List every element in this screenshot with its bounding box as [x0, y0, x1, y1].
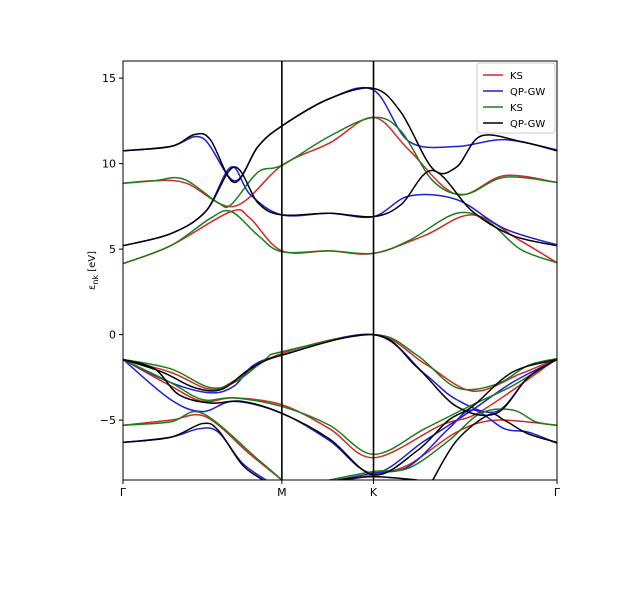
- x-tick-label: Γ: [120, 486, 127, 499]
- x-tick-label: M: [277, 486, 287, 499]
- series-4-band-3: [123, 333, 557, 417]
- legend-entry: KS: [483, 71, 523, 82]
- legend-entry: QP-GW: [483, 119, 545, 130]
- legend-entry: QP-GW: [483, 87, 545, 98]
- series-1-band-4: [123, 357, 557, 459]
- series-3-band-3: [123, 333, 557, 391]
- series-1-band-6: [344, 419, 557, 480]
- x-tick-label: K: [370, 486, 378, 499]
- series-1-band-3: [123, 333, 557, 392]
- legend-box: [476, 62, 556, 134]
- series-2-band-4: [123, 358, 557, 474]
- series-1: [123, 116, 557, 480]
- plot-frame: [122, 60, 558, 481]
- series-3-band-1: [123, 116, 557, 209]
- series-1-band-2: [123, 208, 557, 265]
- legend-label: KS: [510, 103, 523, 114]
- legend-label: QP-GW: [510, 87, 545, 98]
- y-tick-label: 0: [109, 329, 116, 342]
- series-2-band-6: [336, 409, 557, 480]
- series-3-band-5: [123, 410, 283, 480]
- series-4-band-5: [123, 422, 264, 480]
- series-3-band-4: [123, 357, 557, 456]
- legend-label: KS: [510, 71, 523, 82]
- x-tick-label: Γ: [554, 486, 561, 499]
- series-4-band-7: [432, 413, 557, 480]
- series-1-band-5: [123, 413, 283, 480]
- series-2: [123, 86, 557, 480]
- legend: KS QP-GW KS QP-GW: [476, 62, 556, 134]
- series-2-band-5: [123, 427, 267, 480]
- high-symmetry-lines: [281, 61, 375, 480]
- series-layer: [123, 86, 557, 480]
- series-3-band-6: [328, 408, 557, 480]
- y-tick-label: 5: [109, 243, 116, 256]
- series-3-band-2: [123, 209, 557, 265]
- series-4: [123, 87, 557, 480]
- legend-entry: KS: [483, 103, 523, 114]
- series-4-band-1: [123, 87, 557, 184]
- series-2-band-3: [123, 333, 557, 414]
- y-tick-label: −5: [100, 414, 116, 427]
- legend-label: QP-GW: [510, 119, 545, 130]
- y-axis-ticks: −5 0 5 10 15: [100, 72, 123, 427]
- y-tick-label: 15: [102, 72, 116, 85]
- y-tick-label: 10: [102, 158, 116, 171]
- series-3: [123, 116, 557, 480]
- series-4-band-4: [123, 358, 557, 476]
- series-4-band-2: [123, 166, 557, 247]
- y-axis-label: εnk [eV]: [87, 251, 100, 290]
